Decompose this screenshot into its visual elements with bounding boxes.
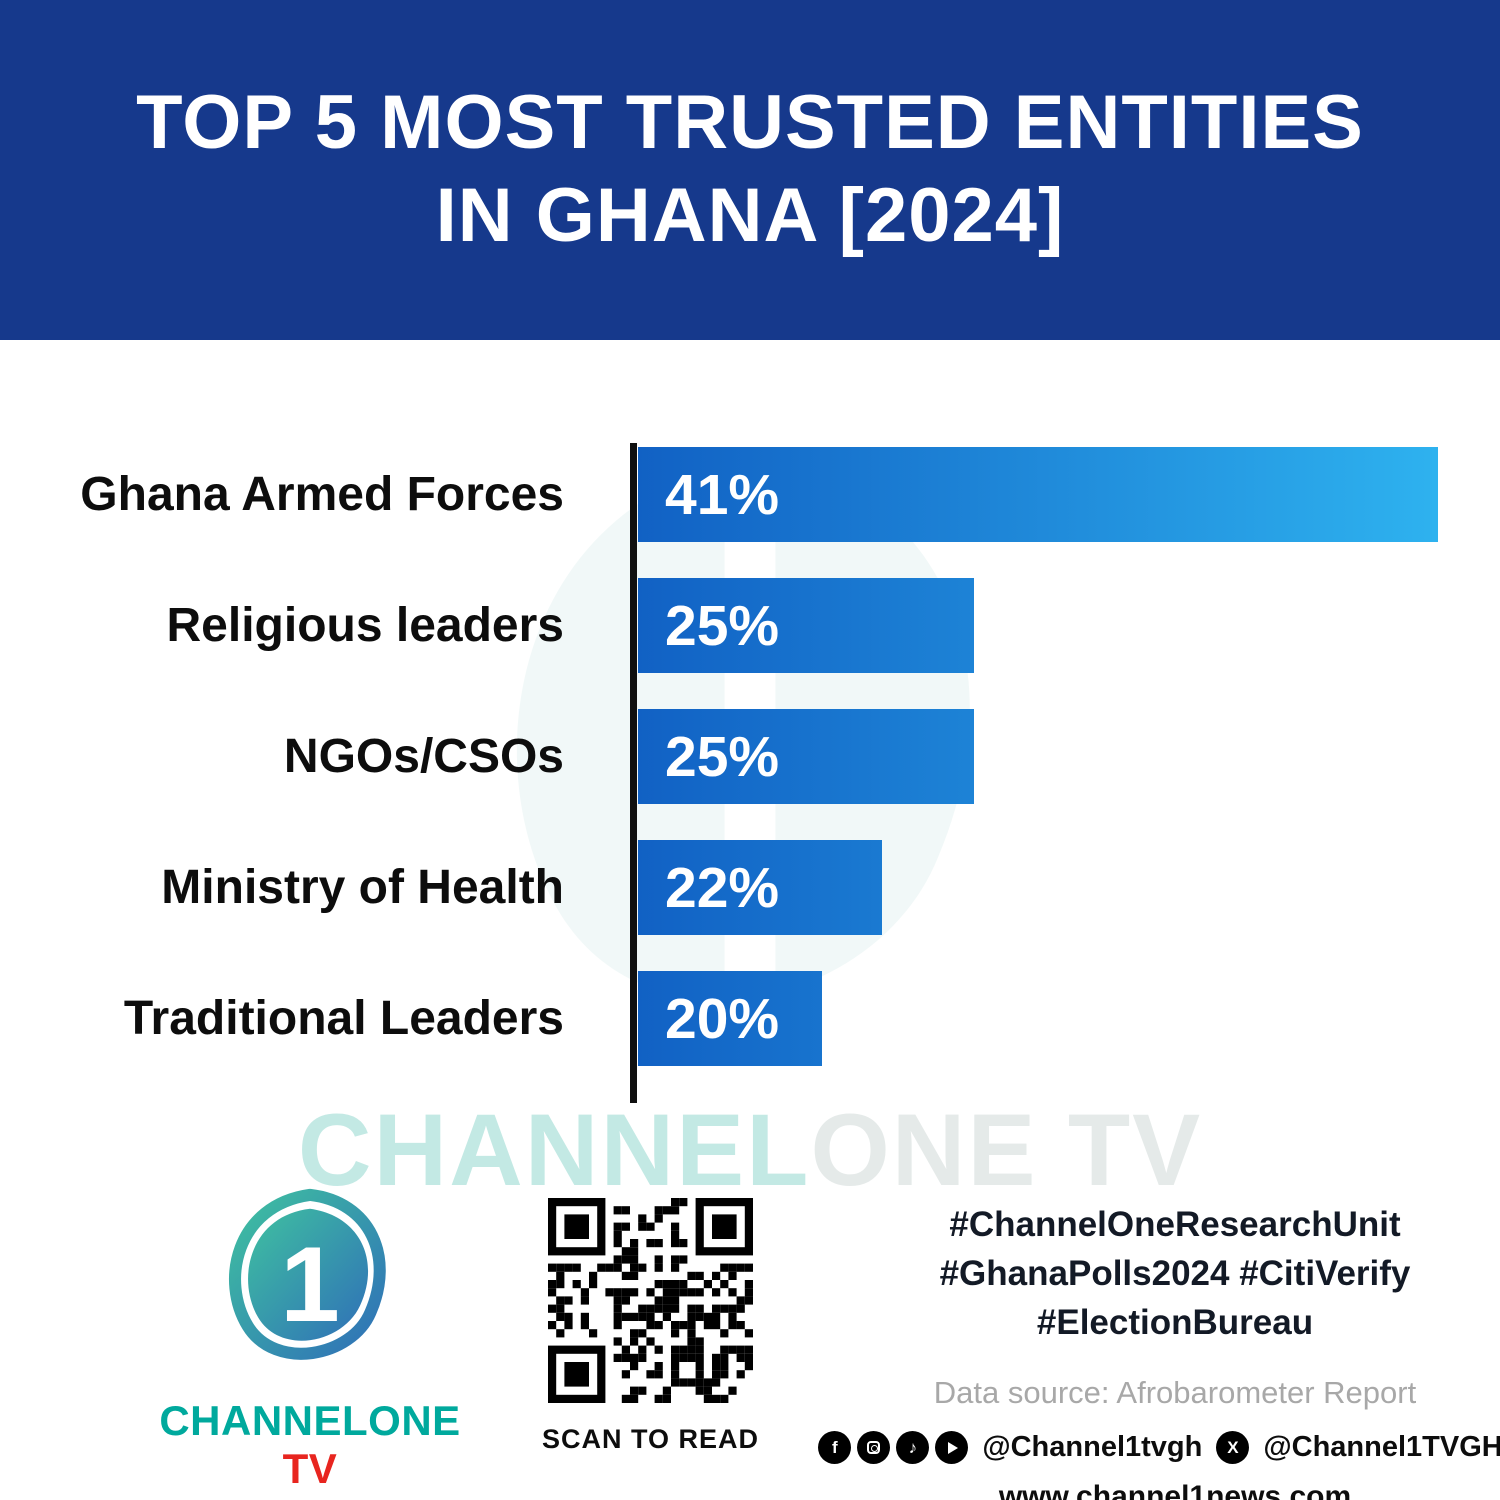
bar-row: NGOs/CSOs 25% — [0, 709, 1500, 804]
brand-wordmark: CHANNELONE TV — [145, 1397, 475, 1493]
bar-label-ministry-of-health: Ministry of Health — [161, 861, 564, 914]
header-banner: TOP 5 MOST TRUSTED ENTITIES IN GHANA [20… — [0, 0, 1500, 340]
bar-value-label: 41% — [665, 462, 780, 527]
x-icon: X — [1216, 1431, 1250, 1464]
logo-number-glyph: 1 — [280, 1224, 340, 1344]
youtube-icon — [935, 1431, 969, 1464]
facebook-icon: f — [818, 1431, 852, 1464]
bar-row: Religious leaders 25% — [0, 578, 1500, 673]
qr-block: SCAN TO READ — [538, 1198, 763, 1455]
bar-ministry-of-health: 22% — [638, 840, 882, 935]
footer-info-block: #ChannelOneResearchUnit #GhanaPolls2024 … — [818, 1200, 1500, 1500]
bar-row: Ghana Armed Forces 41% — [0, 447, 1500, 542]
page-title-line-1: TOP 5 MOST TRUSTED ENTITIES — [136, 80, 1364, 166]
chart-axis-line — [630, 443, 637, 1103]
bar-row: Traditional Leaders 20% — [0, 971, 1500, 1066]
bar-value-label: 20% — [665, 986, 780, 1051]
social-handle-1: @Channel1tvgh — [982, 1431, 1203, 1463]
bar-value-label: 22% — [665, 855, 780, 920]
bar-label-ghana-armed-forces: Ghana Armed Forces — [80, 468, 564, 521]
hashtag-line-2: #GhanaPolls2024 #CitiVerify — [939, 1254, 1411, 1293]
bar-chart: Ghana Armed Forces 41% Religious leaders… — [0, 447, 1500, 1102]
bar-row: Ministry of Health 22% — [0, 840, 1500, 935]
qr-caption: SCAN TO READ — [541, 1424, 760, 1454]
bar-ghana-armed-forces: 41% — [638, 447, 1438, 542]
bar-label-traditional-leaders: Traditional Leaders — [123, 992, 564, 1045]
instagram-icon — [857, 1431, 891, 1464]
website-url: www.channel1news.com — [998, 1480, 1352, 1500]
bar-ngos-csos: 25% — [638, 709, 974, 804]
bar-traditional-leaders: 20% — [638, 971, 822, 1066]
bar-value-label: 25% — [665, 724, 780, 789]
channel-one-logo-icon: 1 — [229, 1188, 386, 1360]
social-handle-2: @Channel1TVGHA — [1263, 1431, 1500, 1463]
social-row: f ♪ @Channel1tvgh X @Channel1TVGHA — [818, 1431, 1500, 1464]
page-title-line-2: IN GHANA [2024] — [435, 173, 1065, 258]
bar-label-religious-leaders: Religious leaders — [166, 599, 564, 652]
channel-one-watermark-text: CHANNELONE TV — [297, 1093, 1203, 1207]
data-source-text: Data source: Afrobarometer Report — [933, 1375, 1417, 1410]
hashtag-line-3: #ElectionBureau — [1036, 1303, 1314, 1342]
brand-tv-text: TV — [282, 1445, 338, 1492]
bar-label-ngos-csos: NGOs/CSOs — [283, 730, 564, 783]
bar-value-label: 25% — [665, 593, 780, 658]
channel-one-logo-block: 1 CHANNELONE TV — [145, 1188, 475, 1493]
qr-code-slot — [548, 1198, 753, 1403]
qr-code — [548, 1198, 753, 1403]
hashtag-line-1: #ChannelOneResearchUnit — [949, 1205, 1401, 1244]
brand-channelone-text: CHANNELONE — [159, 1397, 461, 1444]
tiktok-icon: ♪ — [896, 1431, 930, 1464]
bar-religious-leaders: 25% — [638, 578, 974, 673]
